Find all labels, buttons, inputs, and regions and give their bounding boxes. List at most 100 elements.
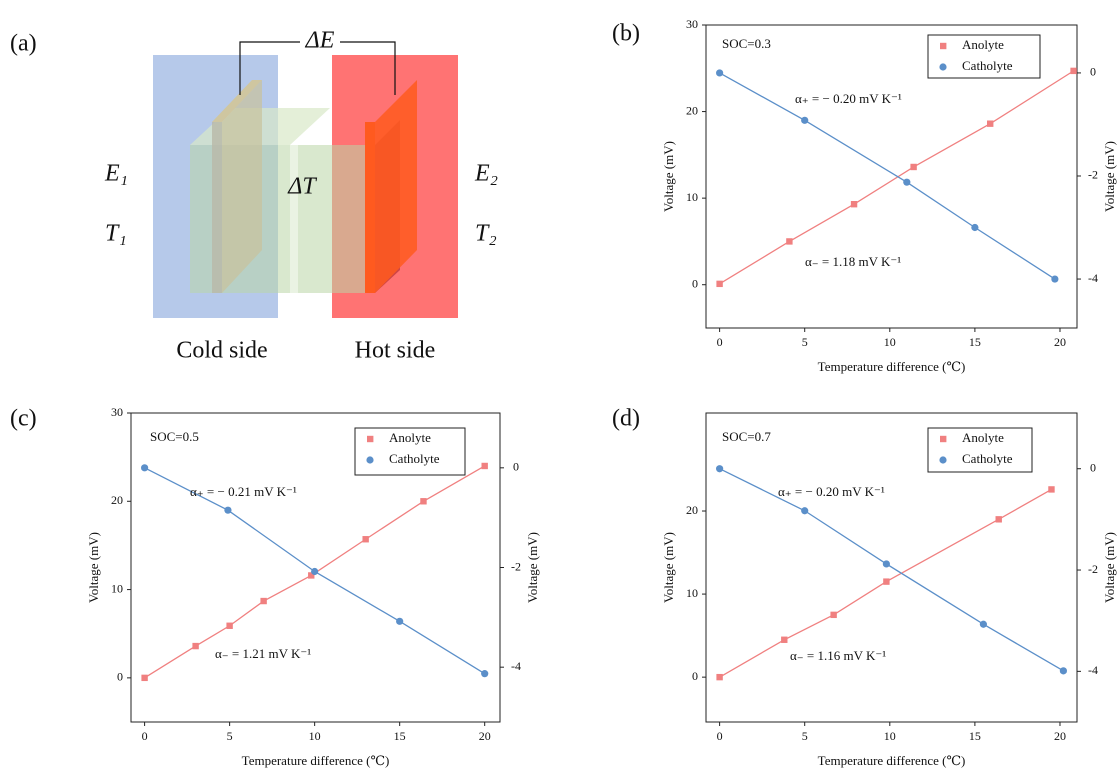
y-tick-label: 30 xyxy=(686,17,698,31)
x-tick-label: 10 xyxy=(309,729,321,743)
y-axis-title: Voltage (mV) xyxy=(86,532,101,603)
annotation: α₋ = 1.18 mV K⁻¹ xyxy=(805,254,901,269)
y-tick-label: 10 xyxy=(686,190,698,204)
annotation: SOC=0.7 xyxy=(722,429,771,444)
catholyte-point xyxy=(1059,667,1067,675)
anolyte-point xyxy=(781,636,788,643)
catholyte-point xyxy=(396,617,404,625)
hot-label: Hot side xyxy=(355,338,436,364)
panel-label: (b) xyxy=(612,21,640,47)
anolyte-point xyxy=(910,163,917,171)
anolyte-point xyxy=(850,201,858,208)
anolyte-point xyxy=(260,597,267,605)
x-tick-label: 15 xyxy=(969,729,981,743)
catholyte-point xyxy=(903,178,911,186)
catholyte-point xyxy=(716,69,724,77)
catholyte-point xyxy=(1051,275,1059,283)
legend-swatch xyxy=(367,435,374,443)
legend-swatch xyxy=(939,63,947,71)
panel-label: (d) xyxy=(612,406,640,432)
plot-frame xyxy=(705,412,1078,723)
anolyte-point xyxy=(987,120,994,127)
panel-label: (c) xyxy=(10,406,37,432)
cold-electrode xyxy=(212,122,222,293)
anolyte-point xyxy=(192,642,199,650)
x-tick-label: 15 xyxy=(969,335,981,349)
cold-electrode-side xyxy=(222,80,262,293)
anolyte-point xyxy=(995,516,1002,523)
delta-e: ΔE xyxy=(305,28,335,54)
legend: Anolyte Catholyte xyxy=(927,427,1033,473)
delta-t: ΔT xyxy=(287,174,317,200)
t1: T₁ xyxy=(105,221,127,247)
catholyte-point xyxy=(801,507,809,515)
catholyte-point xyxy=(224,506,232,514)
legend-swatch xyxy=(940,435,947,443)
x-tick-label: 5 xyxy=(802,729,808,743)
annotation: SOC=0.3 xyxy=(722,36,771,51)
legend-label: Anolyte xyxy=(962,430,1004,445)
t2: T₂ xyxy=(475,221,497,247)
hot-electrode-side xyxy=(375,80,417,293)
catholyte-point xyxy=(801,116,809,124)
y2-axis-title: Voltage (mV) xyxy=(1102,532,1117,603)
y-axis-title: Voltage (mV) xyxy=(661,141,676,212)
anolyte-point xyxy=(1048,486,1055,493)
catholyte-point xyxy=(971,223,979,232)
x-tick-label: 20 xyxy=(1054,729,1066,743)
catholyte-point xyxy=(311,567,319,576)
y2-axis-title: Voltage (mV) xyxy=(525,532,540,603)
catholyte-point xyxy=(979,620,987,628)
y-tick-label: 0 xyxy=(692,276,698,290)
legend-swatch xyxy=(366,456,374,464)
x-tick-label: 5 xyxy=(227,729,233,743)
y-tick-label: 0 xyxy=(692,669,698,683)
y2-tick-label: -4 xyxy=(511,659,521,673)
lead-left xyxy=(239,41,300,95)
plot-frame xyxy=(705,24,1078,329)
x-tick-label: 0 xyxy=(142,729,148,743)
fit-line xyxy=(719,468,1064,672)
legend-label: Catholyte xyxy=(962,451,1013,466)
catholyte-point xyxy=(141,464,149,472)
e1: E₁ xyxy=(104,161,128,187)
catholyte-point xyxy=(882,560,890,568)
annotation: α₋ = 1.21 mV K⁻¹ xyxy=(215,646,311,661)
anolyte-point xyxy=(226,622,233,629)
x-tick-label: 0 xyxy=(717,335,723,349)
y-tick-label: 20 xyxy=(686,103,698,117)
y2-tick-label: -2 xyxy=(1088,168,1098,182)
y-tick-label: 10 xyxy=(111,581,123,595)
y2-tick-label: -4 xyxy=(1088,663,1098,677)
legend-label: Catholyte xyxy=(389,451,440,466)
membrane xyxy=(290,145,298,293)
y2-tick-label: 0 xyxy=(513,460,519,474)
y-tick-label: 0 xyxy=(117,670,123,684)
panel-label: (a) xyxy=(10,31,37,57)
lead-right xyxy=(340,41,396,95)
annotation: α₊ = − 0.21 mV K⁻¹ xyxy=(190,484,297,499)
legend-box xyxy=(927,34,1041,79)
anolyte-point xyxy=(716,280,723,288)
x-axis-title: Temperature difference (℃) xyxy=(818,359,966,374)
anolyte-point xyxy=(830,611,837,619)
anolyte-point xyxy=(786,238,793,245)
e2: E₂ xyxy=(474,161,498,187)
legend-swatch xyxy=(940,42,947,50)
anolyte-point xyxy=(308,572,315,579)
fit-line xyxy=(719,488,1052,678)
y-tick-label: 20 xyxy=(111,493,123,507)
x-tick-label: 5 xyxy=(802,335,808,349)
x-tick-label: 15 xyxy=(394,729,406,743)
catholyte-point xyxy=(716,465,724,473)
annotation: α₊ = − 0.20 mV K⁻¹ xyxy=(795,91,902,106)
legend: Anolyte Catholyte xyxy=(927,34,1041,79)
y2-tick-label: -2 xyxy=(1088,562,1098,576)
annotation: α₋ = 1.16 mV K⁻¹ xyxy=(790,648,886,663)
legend-box xyxy=(927,427,1033,473)
hot-electrode xyxy=(365,122,375,293)
y-tick-label: 10 xyxy=(686,586,698,600)
diagram: (a) ΔE ΔT E₁ T₁ E₂ T₂ Cold side Hot side xyxy=(10,28,498,364)
cold-label: Cold side xyxy=(176,338,267,364)
